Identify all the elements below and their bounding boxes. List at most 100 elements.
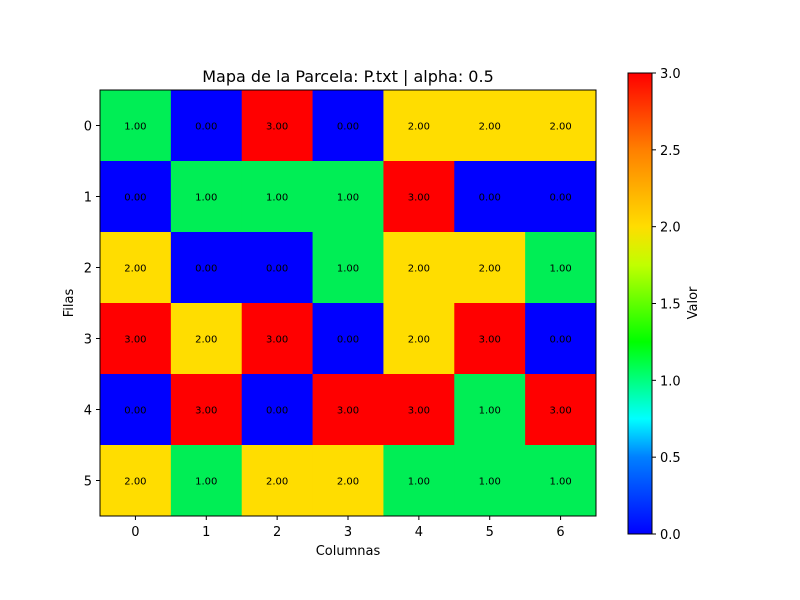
heatmap-cells xyxy=(100,90,597,517)
x-tick-label: 6 xyxy=(556,525,564,540)
cell-value-label: 1.00 xyxy=(549,477,571,488)
cell-value-label: 2.00 xyxy=(195,335,217,346)
heatmap-cell xyxy=(383,374,455,446)
y-tick-label: 5 xyxy=(84,475,92,490)
heatmap-cell xyxy=(454,445,526,517)
heatmap-cell xyxy=(170,374,243,446)
heatmap-cell xyxy=(170,232,243,304)
cell-value-label: 3.00 xyxy=(266,335,288,346)
colorbar-label: Valor xyxy=(686,286,701,319)
heatmap-cell xyxy=(241,90,314,162)
cell-value-label: 0.00 xyxy=(266,406,288,417)
cell-value-label: 1.00 xyxy=(124,122,146,133)
colorbar-tick-label: 1.5 xyxy=(660,298,681,313)
cell-value-label: 2.00 xyxy=(337,477,359,488)
heatmap-cell xyxy=(525,232,597,304)
cell-value-label: 1.00 xyxy=(266,193,288,204)
colorbar-tick-label: 1.0 xyxy=(660,374,681,389)
cell-value-label: 2.00 xyxy=(266,477,288,488)
x-tick-label: 1 xyxy=(202,525,210,540)
cell-value-label: 1.00 xyxy=(479,477,501,488)
heatmap-cell xyxy=(241,161,314,233)
heatmap-cell xyxy=(100,445,172,517)
cell-value-label: 0.00 xyxy=(195,264,217,275)
heatmap-cell xyxy=(170,445,243,517)
x-tick-label: 2 xyxy=(273,525,281,540)
y-tick-label: 4 xyxy=(84,404,92,419)
colorbar-tick-label: 2.5 xyxy=(660,144,681,159)
heatmap-cell xyxy=(241,232,314,304)
heatmap-cell xyxy=(383,90,455,162)
cell-value-label: 3.00 xyxy=(124,335,146,346)
x-axis-ticks: 0 1 2 3 4 5 6 xyxy=(131,516,565,540)
heatmap-cell xyxy=(525,303,597,375)
heatmap-cell xyxy=(100,374,172,446)
heatmap-cell xyxy=(170,161,243,233)
cell-value-label: 0.00 xyxy=(124,406,146,417)
x-tick-label: 4 xyxy=(415,525,423,540)
cell-value-label: 1.00 xyxy=(549,264,571,275)
heatmap-cell xyxy=(312,374,384,446)
cell-value-label: 3.00 xyxy=(549,406,571,417)
cell-value-label: 1.00 xyxy=(479,406,501,417)
heatmap-cell xyxy=(170,303,243,375)
cell-value-label: 1.00 xyxy=(195,477,217,488)
heatmap-cell xyxy=(241,374,314,446)
cell-value-label: 1.00 xyxy=(408,477,430,488)
cell-value-label: 3.00 xyxy=(266,122,288,133)
cell-value-label: 3.00 xyxy=(408,406,430,417)
cell-value-label: 2.00 xyxy=(479,122,501,133)
heatmap-cell xyxy=(100,161,172,233)
heatmap-cell xyxy=(454,90,526,162)
heatmap-cell xyxy=(312,303,384,375)
colorbar xyxy=(627,72,653,535)
cell-value-label: 0.00 xyxy=(337,335,359,346)
heatmap-cell xyxy=(383,303,455,375)
cell-value-label: 3.00 xyxy=(408,193,430,204)
y-tick-label: 3 xyxy=(84,333,92,348)
y-axis-ticks: 0 1 2 3 4 5 xyxy=(84,120,100,490)
heatmap-cell-labels: 1.00 0.00 3.00 0.00 2.00 2.00 2.00 0.00 1.00 1.00… xyxy=(124,122,571,488)
heatmap-cell xyxy=(525,374,597,446)
heatmap-cell xyxy=(241,303,314,375)
cell-value-label: 1.00 xyxy=(195,193,217,204)
heatmap-cell xyxy=(454,374,526,446)
cell-value-label: 1.00 xyxy=(337,264,359,275)
x-tick-label: 0 xyxy=(131,525,139,540)
cell-value-label: 2.00 xyxy=(408,335,430,346)
cell-value-label: 0.00 xyxy=(195,122,217,133)
heatmap-cell xyxy=(241,445,314,517)
y-tick-label: 2 xyxy=(84,262,92,277)
heatmap-cell xyxy=(383,232,455,304)
heatmap-cell xyxy=(312,161,384,233)
x-tick-label: 3 xyxy=(344,525,352,540)
heatmap-cell xyxy=(454,232,526,304)
heatmap-cell xyxy=(100,303,172,375)
cell-value-label: 0.00 xyxy=(337,122,359,133)
heatmap-cell xyxy=(100,90,172,162)
heatmap-cell xyxy=(312,232,384,304)
cell-value-label: 2.00 xyxy=(549,122,571,133)
heatmap-cell xyxy=(383,161,455,233)
heatmap-cell xyxy=(170,90,243,162)
y-tick-label: 1 xyxy=(84,191,92,206)
colorbar-ticks: 0.0 0.5 1.0 1.5 2.0 2.5 3.0 xyxy=(652,67,681,543)
heatmap-cell xyxy=(312,90,384,162)
cell-value-label: 3.00 xyxy=(337,406,359,417)
cell-value-label: 2.00 xyxy=(124,264,146,275)
cell-value-label: 2.00 xyxy=(408,122,430,133)
colorbar-tick-label: 3.0 xyxy=(660,67,681,82)
cell-value-label: 3.00 xyxy=(479,335,501,346)
chart-title: Mapa de la Parcela: P.txt | alpha: 0.5 xyxy=(202,67,494,86)
heatmap-cell xyxy=(525,445,597,517)
y-axis-label: Filas xyxy=(62,289,77,318)
cell-value-label: 2.00 xyxy=(124,477,146,488)
x-axis-label: Columnas xyxy=(316,544,381,559)
cell-value-label: 0.00 xyxy=(549,193,571,204)
cell-value-label: 0.00 xyxy=(549,335,571,346)
colorbar-tick-label: 0.0 xyxy=(660,528,681,543)
cell-value-label: 3.00 xyxy=(195,406,217,417)
cell-value-label: 2.00 xyxy=(408,264,430,275)
cell-value-label: 2.00 xyxy=(479,264,501,275)
cell-value-label: 0.00 xyxy=(266,264,288,275)
